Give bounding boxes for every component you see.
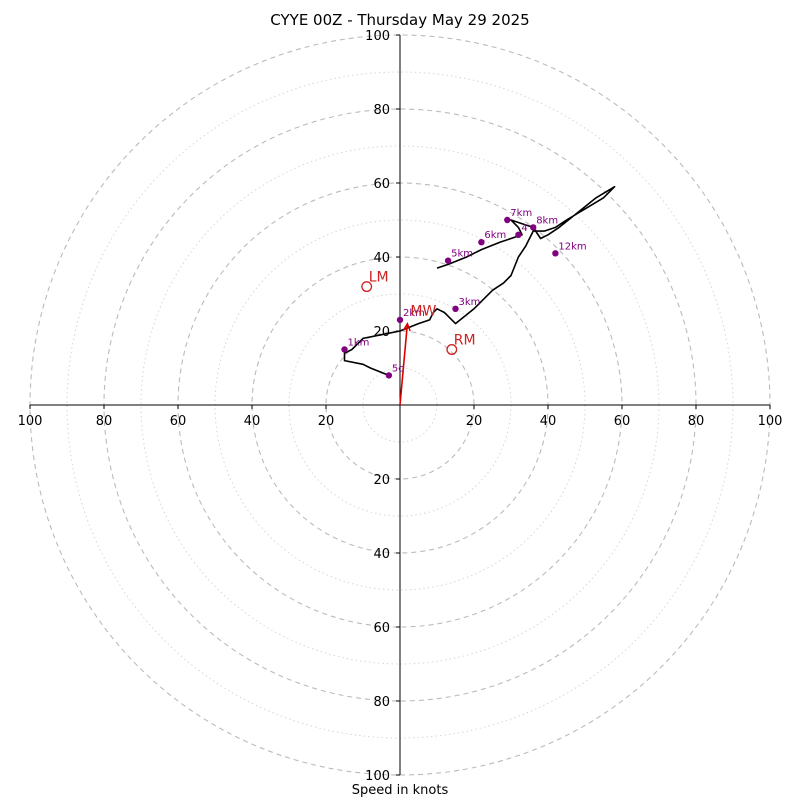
height-marker xyxy=(504,216,511,224)
hodograph-trace xyxy=(343,185,616,377)
height-marker xyxy=(341,346,348,353)
y-tick-label: 40 xyxy=(373,547,390,562)
height-marker-label: 12km xyxy=(558,241,586,252)
x-tick-label: 60 xyxy=(170,414,187,429)
height-marker-label: 2km xyxy=(403,308,425,319)
height-marker-label: 3km xyxy=(459,297,481,308)
height-marker xyxy=(444,257,452,264)
x-tick-label: 20 xyxy=(318,414,335,429)
y-tick-label: 40 xyxy=(373,251,390,266)
height-marker xyxy=(478,239,485,246)
x-tick-label: 80 xyxy=(688,414,705,429)
x-tick-label: 100 xyxy=(18,414,43,429)
height-marker-label: 4 xyxy=(521,223,527,234)
x-tick-label: 80 xyxy=(96,414,113,429)
height-marker-label: 5c xyxy=(392,363,404,374)
storm-motion-label: RM xyxy=(454,333,476,349)
x-tick-label: 20 xyxy=(466,414,483,429)
y-tick-label: 80 xyxy=(373,695,390,710)
x-tick-label: 100 xyxy=(758,414,783,429)
y-tick-label: 80 xyxy=(373,103,390,118)
height-marker xyxy=(452,305,459,312)
height-marker xyxy=(552,250,559,257)
chart-title: CYYE 00Z - Thursday May 29 2025 xyxy=(270,11,530,29)
mean-wind-vector xyxy=(399,323,409,406)
height-marker xyxy=(530,224,537,231)
storm-motion-label: MW xyxy=(410,304,436,320)
hodograph-data: 5c 1km 2km 3km 5km 6km 7km 4 8km 12km LM RM MW xyxy=(341,185,616,406)
y-tick-label: 20 xyxy=(373,325,390,340)
y-tick-label: 100 xyxy=(365,29,390,44)
mean-wind-arrowhead xyxy=(402,321,411,332)
y-tick-label: 60 xyxy=(373,177,390,192)
height-marker-label: 7km xyxy=(510,208,532,219)
storm-motion-marker xyxy=(361,281,373,293)
x-tick-label: 60 xyxy=(614,414,631,429)
x-tick-label: 40 xyxy=(244,414,261,429)
y-tick-label: 20 xyxy=(373,473,390,488)
x-axis-label: Speed in knots xyxy=(351,783,449,798)
height-marker-label: 1km xyxy=(348,338,370,349)
storm-motion-marker xyxy=(446,344,458,355)
x-tick-label: 40 xyxy=(540,414,557,429)
height-marker xyxy=(396,316,404,324)
height-marker xyxy=(515,231,522,238)
tick-labels: 100 80 60 40 20 20 40 60 80 100 100 80 60 40 20 20 40 60 8… xyxy=(18,29,783,784)
storm-motion-label: LM xyxy=(369,270,389,286)
height-marker-label: 8km xyxy=(536,215,558,226)
height-marker-label: 6km xyxy=(484,230,506,241)
y-tick-label: 100 xyxy=(365,769,390,784)
height-marker xyxy=(385,372,393,379)
y-tick-label: 60 xyxy=(373,621,390,636)
height-marker-label: 5km xyxy=(451,249,473,260)
